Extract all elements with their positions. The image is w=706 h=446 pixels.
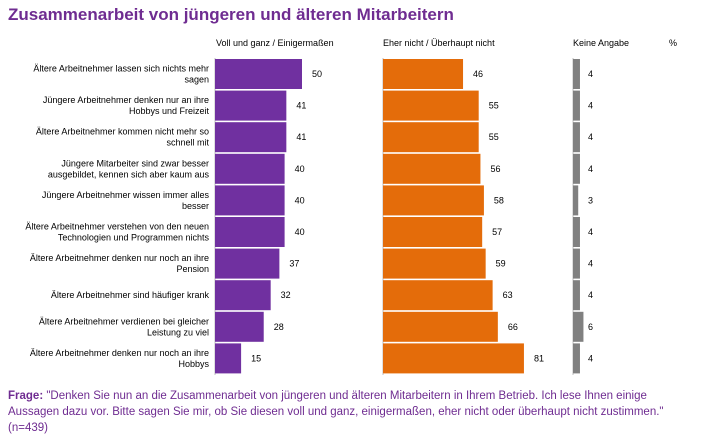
bar-positive (215, 280, 271, 311)
data-label-positive: 37 (289, 259, 299, 269)
bar-none (573, 185, 579, 216)
data-label-none: 4 (588, 132, 593, 142)
data-label-negative: 63 (503, 290, 513, 300)
category-label: Jüngere Arbeitnehmer wissen immer alles (42, 190, 210, 200)
data-label-negative: 46 (473, 69, 483, 79)
bar-negative (383, 122, 479, 153)
header-negative: Eher nicht / Überhaupt nicht (383, 38, 495, 48)
category-label: Pension (176, 264, 209, 274)
category-label: Ältere Arbeitnehmer kommen nicht mehr so (36, 127, 209, 137)
data-label-none: 6 (588, 322, 593, 332)
header-unit: % (669, 38, 678, 48)
data-label-none: 4 (588, 164, 593, 174)
data-label-positive: 28 (274, 322, 284, 332)
bar-negative (383, 59, 464, 89)
data-label-none: 3 (588, 195, 593, 205)
category-label: Jüngere Arbeitnehmer denken nur an ihre (43, 95, 209, 105)
chart-title: Zusammenarbeit von jüngeren und älteren … (8, 5, 454, 24)
bar-positive (215, 90, 287, 121)
data-label-none: 4 (588, 69, 593, 79)
category-label: Technologien und Programmen nichts (58, 233, 210, 243)
bar-negative (383, 185, 484, 216)
bar-positive (215, 248, 280, 279)
category-label: Ältere Arbeitnehmer lassen sich nichts m… (33, 64, 209, 74)
bar-none (573, 280, 580, 311)
data-label-negative: 58 (494, 195, 504, 205)
bar-none (573, 122, 580, 153)
data-label-positive: 15 (251, 353, 261, 363)
category-label: Ältere Arbeitnehmer denken nur noch an i… (30, 253, 209, 263)
bar-negative (383, 311, 498, 342)
data-label-none: 4 (588, 259, 593, 269)
category-label: sagen (184, 75, 209, 85)
data-label-none: 4 (588, 290, 593, 300)
category-label: Leistung zu viel (147, 327, 209, 337)
data-label-positive: 50 (312, 69, 322, 79)
data-label-negative: 66 (508, 322, 518, 332)
footnote-label: Frage: (8, 390, 44, 402)
bar-positive (215, 217, 285, 247)
bar-none (573, 311, 584, 342)
bar-negative (383, 153, 481, 184)
category-label: Ältere Arbeitnehmer verstehen von den ne… (25, 222, 209, 232)
category-label: schnell mit (166, 138, 209, 148)
data-label-none: 4 (588, 227, 593, 237)
bar-positive (215, 59, 302, 89)
data-label-none: 4 (588, 101, 593, 111)
data-label-positive: 41 (296, 101, 306, 111)
bar-positive (215, 343, 242, 374)
bar-negative (383, 343, 524, 374)
bar-positive (215, 122, 287, 153)
header-none: Keine Angabe (573, 38, 630, 48)
category-label: Ältere Arbeitnehmer verdienen bei gleich… (39, 316, 209, 326)
data-label-negative: 55 (489, 132, 499, 142)
data-label-none: 4 (588, 353, 593, 363)
data-label-negative: 55 (489, 101, 499, 111)
footnote: Frage: "Denken Sie nun an die Zusammenar… (8, 388, 698, 436)
category-label: ausgebildet, kennen sich aber kaum aus (48, 169, 210, 179)
category-label: Ältere Arbeitnehmer denken nur noch an i… (30, 348, 209, 358)
bar-positive (215, 185, 285, 216)
data-label-negative: 56 (490, 164, 500, 174)
bar-negative (383, 90, 479, 121)
bar-none (573, 343, 580, 374)
header-positive: Voll und ganz / Einigermaßen (216, 38, 334, 48)
bar-negative (383, 280, 493, 311)
bar-none (573, 153, 580, 184)
data-label-negative: 59 (496, 259, 506, 269)
category-label: Hobbys und Freizeit (129, 106, 210, 116)
category-label: Jüngere Mitarbeiter sind zwar besser (61, 158, 209, 168)
category-label: Ältere Arbeitnehmer sind häufiger krank (51, 290, 210, 300)
bar-chart: Ältere Arbeitnehmer lassen sich nichts m… (25, 58, 593, 375)
data-label-negative: 57 (492, 227, 502, 237)
bar-none (573, 248, 580, 279)
bar-negative (383, 217, 483, 247)
data-label-positive: 40 (295, 164, 305, 174)
data-label-positive: 40 (295, 227, 305, 237)
footnote-text: "Denken Sie nun an die Zusammenarbeit vo… (8, 390, 664, 434)
data-label-positive: 41 (296, 132, 306, 142)
bar-none (573, 90, 580, 121)
bar-positive (215, 311, 264, 342)
bar-none (573, 217, 580, 247)
data-label-positive: 32 (281, 290, 291, 300)
category-label: besser (182, 201, 209, 211)
category-label: Hobbys (178, 359, 209, 369)
bar-none (573, 59, 580, 89)
bar-positive (215, 153, 285, 184)
data-label-negative: 81 (534, 353, 544, 363)
data-label-positive: 40 (295, 195, 305, 205)
bar-negative (383, 248, 486, 279)
